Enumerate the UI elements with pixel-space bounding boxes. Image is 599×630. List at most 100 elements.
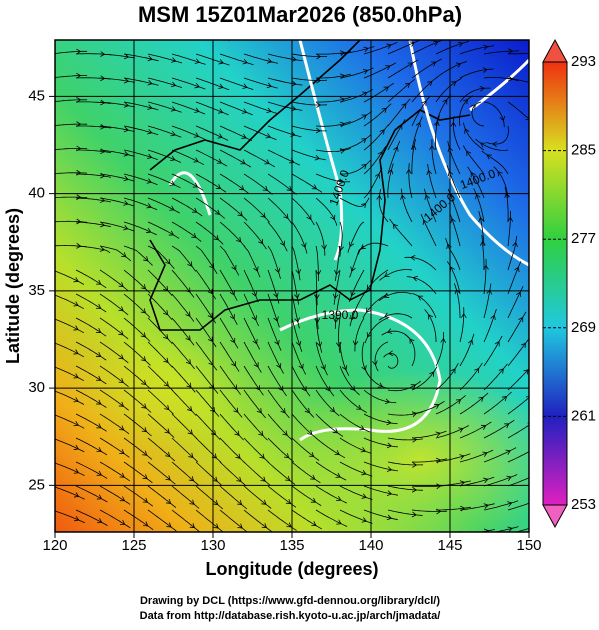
stream-arrow (454, 288, 461, 295)
stream-arrow (229, 314, 235, 320)
streamline (219, 173, 250, 195)
stream-arrow (533, 51, 537, 56)
streamline (55, 270, 85, 285)
streamline (171, 461, 199, 486)
stream-arrow (530, 475, 535, 480)
streamline (267, 485, 297, 508)
stream-arrow (187, 429, 193, 435)
stream-arrow (340, 50, 346, 56)
stream-arrow (356, 404, 362, 410)
stream-arrow (253, 266, 259, 272)
streamline (171, 149, 205, 166)
stream-arrow (282, 430, 288, 436)
stream-arrow (350, 266, 356, 272)
stream-arrow (388, 350, 394, 357)
streamline (99, 77, 135, 83)
stream-arrow (429, 145, 435, 151)
stream-arrow (431, 61, 437, 67)
stream-arrow (73, 373, 79, 379)
stream-arrow (341, 365, 348, 371)
streamline (507, 53, 529, 55)
stream-arrow (285, 475, 291, 481)
streamline (453, 115, 461, 151)
streamline (172, 534, 200, 555)
streamline (363, 413, 398, 425)
streamline (226, 40, 230, 41)
colorbar-tick-label: 285 (571, 142, 596, 159)
stream-arrow (230, 337, 236, 344)
streamline (244, 534, 272, 555)
streamline (486, 125, 509, 145)
stream-arrow (292, 33, 296, 38)
field: 1400.0 1400.0 1400.0 1390.0 (55, 30, 544, 555)
streamline (99, 317, 129, 340)
stream-arrow (492, 141, 498, 148)
streamline (291, 221, 308, 254)
stream-arrow (218, 83, 224, 89)
stream-arrow (188, 476, 195, 482)
stream-arrow (304, 407, 310, 414)
stream-arrow (505, 449, 511, 455)
streamline (412, 293, 437, 319)
streamline (123, 197, 158, 211)
streamline (459, 392, 489, 415)
streamline (406, 276, 437, 295)
stream-arrow (497, 170, 503, 177)
stream-arrow (507, 526, 513, 532)
stream-arrow (235, 453, 241, 459)
streamline (532, 189, 544, 222)
streamline (339, 437, 372, 454)
stream-arrow (273, 316, 279, 322)
stream-arrow (421, 100, 427, 106)
stream-arrow (262, 185, 268, 191)
stream-arrow (486, 289, 493, 295)
y-tick-label: 30 (28, 379, 45, 396)
stream-arrow (141, 427, 148, 433)
stream-arrow (361, 114, 367, 120)
stream-arrow (316, 53, 322, 60)
streamline (76, 30, 111, 31)
streamline (424, 309, 437, 342)
stream-arrow (253, 362, 259, 368)
stream-arrow (73, 325, 79, 331)
stream-arrow (242, 83, 248, 89)
stream-arrow (455, 62, 462, 68)
stream-arrow (142, 474, 148, 480)
stream-arrow (165, 475, 171, 481)
streamline (55, 414, 85, 429)
streamline (387, 437, 424, 441)
stream-arrow (165, 259, 171, 265)
stream-arrow (507, 216, 514, 222)
streamline (387, 78, 416, 103)
streamline (291, 413, 318, 440)
stream-arrow (146, 153, 153, 160)
stream-arrow (494, 341, 500, 347)
streamline (389, 218, 413, 247)
stream-arrow (490, 314, 496, 321)
colorbar (542, 38, 568, 529)
streamline (483, 101, 505, 128)
stream-arrow (314, 154, 320, 161)
stream-arrow (218, 40, 220, 41)
stream-arrow (427, 80, 433, 87)
streamlines (55, 30, 544, 555)
stream-arrow (458, 427, 464, 433)
stream-arrow (518, 316, 524, 323)
stream-arrow (100, 99, 106, 106)
stream-arrow (231, 361, 236, 367)
streamline (243, 365, 264, 396)
stream-arrow (169, 180, 176, 186)
stream-arrow (96, 375, 102, 381)
streamline (339, 485, 373, 500)
streamline (76, 534, 108, 549)
stream-arrow (531, 525, 536, 530)
stream-arrow (169, 205, 175, 211)
streamline (411, 95, 431, 127)
stream-arrow (236, 500, 243, 506)
streamline (363, 269, 389, 296)
streamline (147, 413, 175, 438)
stream-arrow (350, 315, 356, 321)
streamline (459, 421, 492, 439)
streamline (195, 461, 223, 486)
streamline (291, 317, 303, 352)
